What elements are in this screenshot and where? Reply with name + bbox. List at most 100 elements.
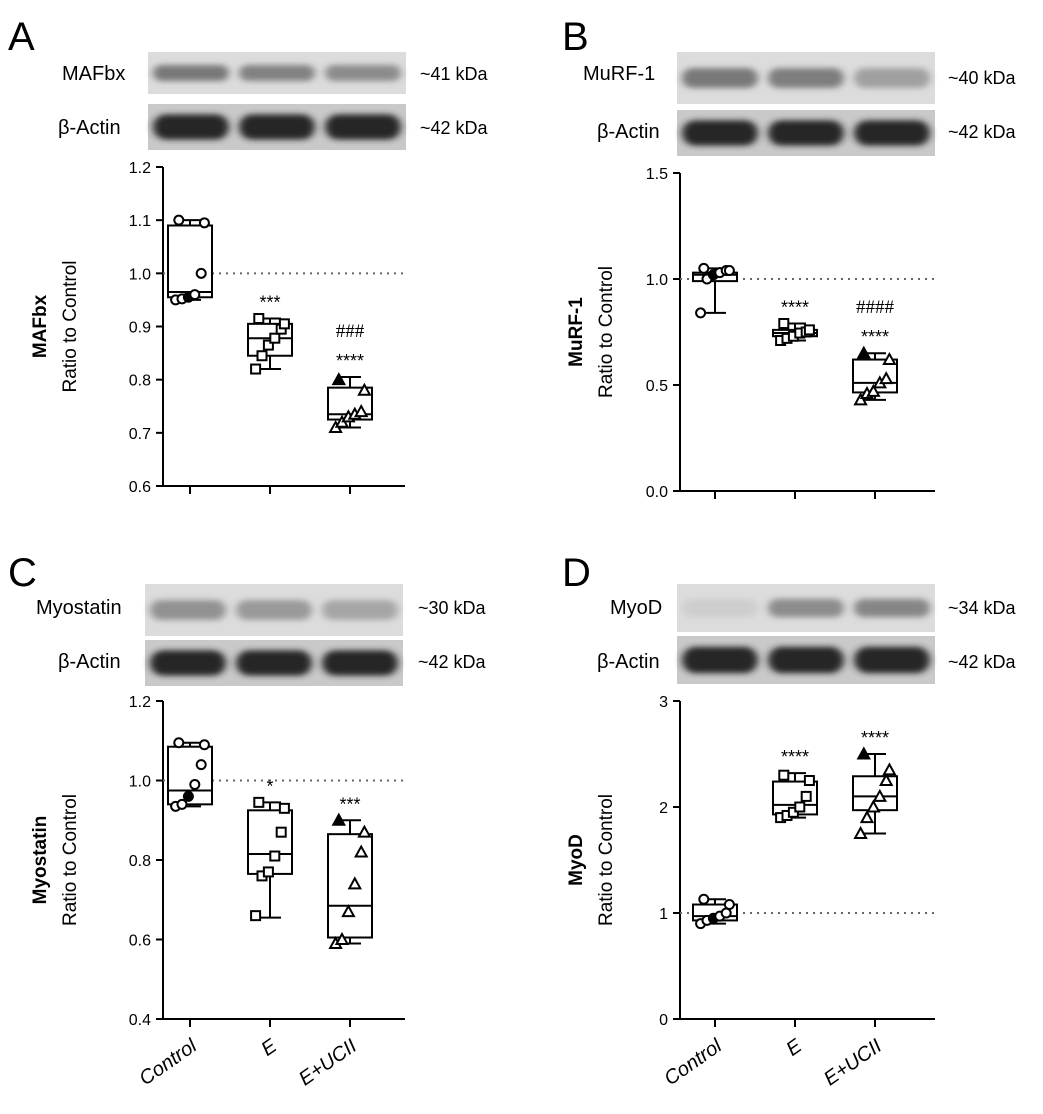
data-point (879, 371, 894, 385)
panel-letter-a: A (8, 15, 35, 59)
data-point (198, 739, 210, 751)
data-point (866, 383, 881, 397)
y-tick-label: 0.6 (129, 933, 151, 950)
blot-kda-d-actin: ~42 kDa (948, 652, 1017, 672)
chart-a: 0.6 0.7 0.8 0.9 1.0 1.1 1.2 MAFbx Ratio to Contr… (30, 160, 405, 496)
blot-band (150, 650, 226, 676)
data-point (250, 910, 262, 922)
blot-label-c-actin: β-Actin (58, 651, 121, 673)
blot-band (325, 65, 401, 81)
significance-stars: **** (781, 298, 809, 318)
box-control (692, 262, 738, 319)
data-point (278, 802, 290, 814)
data-point (195, 759, 207, 771)
y-tick-label: 1.1 (129, 213, 151, 230)
significance-stars: **** (336, 351, 364, 371)
category-label: E+UCII (295, 1035, 361, 1091)
blot-band (682, 598, 758, 618)
y-tick-label: 1 (659, 906, 668, 923)
y-axis-label-marker: MyoD (566, 834, 587, 886)
box-control: Control (135, 737, 213, 1090)
box-control: Control (660, 893, 738, 1090)
blot-c-actin (145, 640, 403, 686)
data-point (853, 825, 868, 839)
blot-label-b-target: MuRF-1 (583, 63, 655, 85)
blot-band (236, 600, 312, 620)
blot-band (768, 646, 844, 674)
significance-stars: *** (339, 794, 360, 814)
data-point (189, 289, 201, 301)
blot-band (322, 650, 398, 676)
box-e: **** E (772, 747, 818, 1061)
y-tick-label: 1.5 (646, 166, 668, 183)
data-point (872, 788, 887, 802)
blot-label-c-target: Myostatin (36, 597, 122, 619)
panel-letter-b: B (562, 15, 589, 59)
blot-band (153, 114, 229, 140)
data-point (856, 746, 871, 760)
data-point (856, 345, 871, 359)
data-point (882, 351, 897, 366)
data-point (800, 790, 812, 802)
panel-letter-d: D (562, 551, 591, 595)
data-point (176, 798, 188, 810)
y-axis-label-marker: MAFbx (30, 294, 51, 358)
data-point (357, 382, 372, 396)
box-iqr (167, 224, 213, 299)
blot-kda-c-actin: ~42 kDa (418, 652, 487, 672)
blot-c-target (145, 584, 403, 636)
category-label: E (782, 1035, 806, 1061)
blot-d-target (677, 584, 935, 632)
y-tick-label: 0.8 (129, 373, 151, 390)
category-label: Control (135, 1035, 201, 1090)
blot-band (239, 114, 315, 140)
blot-kda-a-target: ~41 kDa (420, 64, 489, 84)
category-label: Control (660, 1035, 726, 1090)
y-axis-label-marker: Myostatin (30, 816, 51, 905)
box-iqr (167, 745, 213, 806)
blot-a-actin (148, 104, 406, 150)
blot-band (153, 65, 229, 81)
blot-band (325, 114, 401, 140)
blot-band (682, 646, 758, 674)
blot-b-target (677, 52, 935, 104)
data-point (778, 318, 790, 330)
data-point (262, 339, 274, 351)
blot-label-a-actin: β-Actin (58, 117, 121, 139)
box-e-ucii: *** E+UCII (295, 794, 373, 1091)
category-label: E (257, 1035, 281, 1061)
chart-c: 0.4 0.6 0.8 1.0 1.2 Myostatin Ratio to Control… (30, 694, 405, 1090)
blot-kda-b-actin: ~42 kDa (948, 122, 1017, 142)
blot-label-d-actin: β-Actin (597, 651, 660, 673)
data-point (250, 363, 262, 375)
data-point (262, 866, 274, 878)
data-point (269, 332, 281, 344)
panel-letter-c: C (8, 551, 37, 595)
data-point (275, 826, 287, 838)
box-iqr (247, 809, 293, 875)
y-tick-label: 0.8 (129, 853, 151, 870)
significance-stars: **** (781, 747, 809, 767)
data-point (357, 824, 372, 838)
data-point (853, 392, 868, 406)
y-tick-label: 3 (659, 694, 668, 711)
data-point (879, 772, 894, 786)
blot-band (236, 650, 312, 676)
data-point (269, 850, 281, 862)
data-point (723, 899, 735, 911)
data-point (331, 372, 346, 386)
blot-band (768, 68, 844, 88)
data-point (341, 904, 356, 918)
y-tick-label: 1.0 (129, 266, 151, 283)
data-point (794, 801, 806, 813)
data-point (354, 403, 369, 418)
blot-b-actin (677, 110, 935, 156)
data-point (173, 737, 185, 749)
blot-band (768, 598, 844, 618)
significance-stars: *** (259, 293, 280, 313)
data-point (695, 307, 707, 319)
blot-a-target (148, 52, 406, 94)
blot-band (682, 68, 758, 88)
data-point (723, 265, 735, 277)
category-label: E+UCII (820, 1035, 886, 1091)
